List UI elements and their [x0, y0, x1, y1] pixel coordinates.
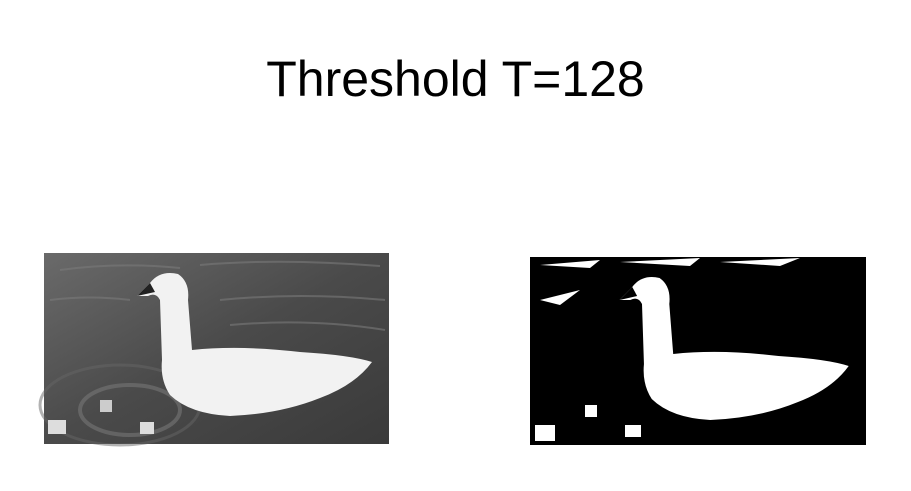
slide-title: Threshold T=128 — [266, 51, 645, 107]
grayscale-image — [38, 253, 389, 447]
binary-image — [530, 257, 866, 445]
